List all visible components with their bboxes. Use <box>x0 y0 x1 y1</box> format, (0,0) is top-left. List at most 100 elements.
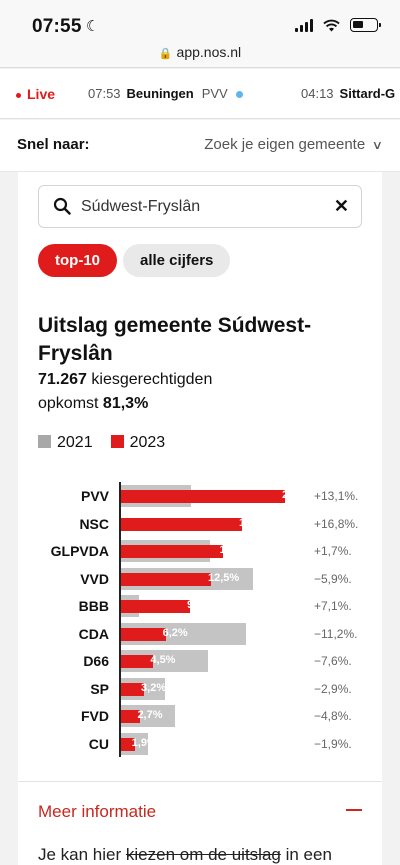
view-tabs: top-10 alle cijfers <box>38 244 231 277</box>
bar-2023 <box>121 737 135 751</box>
quick-nav-label: Snel naar: <box>17 136 90 153</box>
ticker-place: Sittard-G <box>339 86 396 101</box>
legend-swatch <box>110 435 124 448</box>
lock-icon: 🔒 <box>158 48 173 60</box>
moon-icon: ☾ <box>86 18 100 35</box>
clock: 07:55 <box>32 16 82 37</box>
value-label: 1,9% <box>131 736 157 749</box>
live-ticker[interactable]: Live 07:53 Beuningen PVV 04:13 Sittard-G <box>0 69 400 119</box>
tab-top-10[interactable]: top-10 <box>38 244 117 277</box>
signal-icon <box>295 18 313 32</box>
wifi-icon <box>323 19 340 31</box>
delta-label: −11,2%. <box>314 626 358 641</box>
info-text: Je kan hier kiezen om de uitslag in een <box>38 845 332 865</box>
chart-row: SP 3,2% −2,9%. <box>18 674 382 702</box>
party-label: D66 <box>83 653 109 669</box>
bar-2023 <box>121 627 166 641</box>
axis-line <box>119 647 121 675</box>
live-label: Live <box>16 86 55 102</box>
chart-row: BBB 9,6% +7,1%. <box>18 592 382 620</box>
voters-label: kiesgerechtigden <box>86 371 213 388</box>
municipality-select-text: Zoek je eigen gemeente <box>204 136 366 153</box>
result-meta: 71.267 kiesgerechtigden opkomst 81,3% <box>38 368 212 416</box>
axis-line <box>119 619 121 647</box>
axis-line <box>119 482 121 510</box>
results-bar-chart: PVV 22,8% +13,1%. NSC 16,8% +16,8%. GLPVDA 14,1… <box>18 482 382 772</box>
chart-row: PVV 22,8% +13,1%. <box>18 482 382 510</box>
legend-label: 2021 <box>57 434 93 451</box>
party-label: NSC <box>79 515 109 532</box>
results-card: ✕ top-10 alle cijfers Uitslag gemeente S… <box>18 172 382 865</box>
value-label: 3,2% <box>141 681 167 694</box>
party-label: CU <box>88 735 109 752</box>
municipality-select[interactable]: Zoek je eigen gemeente ∨ <box>204 136 384 153</box>
value-label: 22,8% <box>282 489 314 501</box>
party-label: CDA <box>78 625 109 642</box>
chart-row: VVD 12,5% −5,9%. <box>18 564 382 592</box>
party-label: VVD <box>80 570 109 587</box>
delta-label: +13,1%. <box>314 489 359 503</box>
quick-nav: Snel naar: Zoek je eigen gemeente ∨ <box>0 120 400 172</box>
ticker-time: 04:13 <box>301 86 334 101</box>
chart-row: FVD 2,7% −4,8%. <box>18 702 382 730</box>
live-dot-icon <box>16 92 21 98</box>
axis-line <box>119 537 121 565</box>
status-icons <box>295 18 381 32</box>
delta-label: −7,6%. <box>314 654 352 668</box>
value-label: 12,5% <box>208 571 240 584</box>
chart-row: CDA 6,2% −11,2%. <box>18 619 382 647</box>
ticker-item[interactable]: 07:53 Beuningen PVV <box>88 86 243 101</box>
value-label: 6,2% <box>162 626 188 639</box>
turnout-line: opkomst 81,3% <box>38 392 212 416</box>
address-bar[interactable]: 🔒 app.nos.nl <box>0 44 400 60</box>
bar-2023 <box>121 600 191 613</box>
ticker-time: 07:53 <box>88 86 121 101</box>
party-label: GLPVDA <box>50 543 109 559</box>
party-color-dot-icon <box>235 91 243 99</box>
collapse-minus-icon[interactable] <box>346 809 362 811</box>
value-label: 4,5% <box>150 654 176 666</box>
delta-label: +1,7%. <box>314 544 352 558</box>
party-label: PVV <box>80 488 109 504</box>
axis-line <box>119 729 121 757</box>
legend-label: 2023 <box>129 434 166 451</box>
bar-2023 <box>121 682 145 696</box>
value-label: 2,7% <box>137 709 163 721</box>
axis-line <box>119 564 121 592</box>
search-input[interactable] <box>81 198 321 216</box>
turnout-label: opkomst <box>38 395 103 412</box>
bar-2023 <box>121 572 211 586</box>
chevron-down-icon: ∨ <box>371 138 384 152</box>
clear-search-icon[interactable]: ✕ <box>333 196 349 216</box>
chart-row: D66 4,5% −7,6%. <box>18 647 382 675</box>
bar-2023 <box>121 710 141 723</box>
legend-swatch <box>38 435 51 448</box>
more-info-toggle[interactable]: Meer informatie <box>38 802 157 821</box>
ticker-item[interactable]: 04:13 Sittard-G <box>301 86 400 101</box>
live-text: Live <box>27 86 56 102</box>
search-box[interactable]: ✕ <box>38 185 362 228</box>
value-label: 9,6% <box>187 599 213 611</box>
party-label: FVD <box>81 708 109 724</box>
axis-line <box>119 592 121 620</box>
delta-label: −4,8%. <box>314 709 352 723</box>
voters-line: 71.267 kiesgerechtigden <box>38 368 212 392</box>
chart-row: CU 1,9% −1,9%. <box>18 729 382 757</box>
legend-item-2021: 2021 <box>38 434 93 452</box>
ticker-party: PVV <box>201 86 228 101</box>
delta-label: +16,8%. <box>314 516 359 531</box>
ticker-place: Beuningen <box>126 86 194 101</box>
delta-label: −1,9%. <box>314 736 352 751</box>
battery-icon <box>350 18 381 32</box>
status-bar: 07:55 ☾ 🔒 app.nos.nl <box>0 0 400 68</box>
bar-2023 <box>121 655 154 668</box>
delta-label: +7,1%. <box>314 599 352 613</box>
tab-all-figures[interactable]: alle cijfers <box>123 244 231 277</box>
party-label: BBB <box>78 598 109 614</box>
chart-row: NSC 16,8% +16,8%. <box>18 509 382 537</box>
voters-count: 71.267 <box>38 371 87 388</box>
axis-line <box>119 509 121 537</box>
axis-line <box>119 702 121 730</box>
bar-2023 <box>121 490 286 503</box>
bar-2023 <box>121 545 223 558</box>
